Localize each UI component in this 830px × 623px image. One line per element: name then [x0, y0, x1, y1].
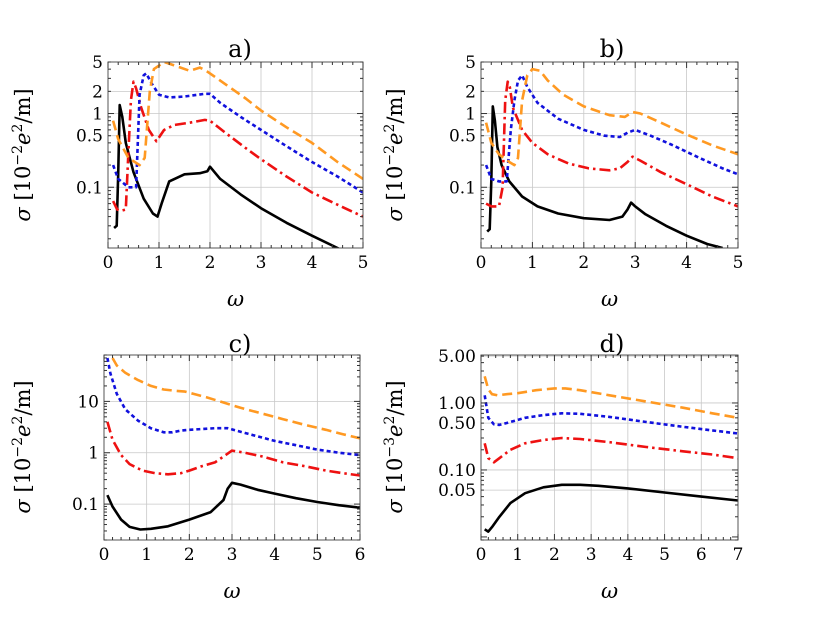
series-dashed-line — [483, 375, 738, 420]
x-tick-label: 2 — [205, 253, 216, 273]
x-tick-label: 7 — [733, 545, 744, 565]
y-tick-label: 0.50 — [438, 414, 476, 434]
x-tick-label: 4 — [622, 545, 633, 565]
x-axis-label: ω — [223, 579, 240, 603]
series-dashed-line — [484, 67, 738, 167]
series-solid-line — [486, 105, 723, 248]
y-axis-label: σ [10−2e2/m] — [10, 380, 35, 513]
x-tick-label: 2 — [184, 545, 195, 565]
y-tick-label: 1 — [88, 444, 99, 464]
series-dashed-line — [111, 62, 363, 180]
x-tick-label: 1 — [154, 253, 165, 273]
x-tick-label: 1 — [512, 545, 523, 565]
plot-frame — [107, 61, 364, 249]
y-tick-label: 10 — [77, 392, 99, 412]
x-axis-label: ω — [227, 287, 244, 311]
y-tick-label: 0.5 — [76, 127, 103, 147]
x-tick-label: 6 — [696, 545, 707, 565]
y-tick-label: 0.05 — [438, 481, 476, 501]
series-solid-line — [106, 481, 360, 531]
y-tick-label: 0.5 — [449, 127, 476, 147]
x-tick-label: 0 — [476, 545, 487, 565]
y-tick-label: 1 — [92, 105, 103, 125]
chart-panel-4: 0 1 2 3 4 5 6 7 0.050.10 0.501.00 5.00 d) ω σ [10−3e2… — [382, 330, 743, 603]
x-axis-label: ω — [601, 287, 618, 311]
x-tick-label: 1 — [527, 253, 538, 273]
panel-title: b) — [600, 35, 625, 63]
x-tick-label: 3 — [256, 253, 267, 273]
y-tick-label: 0.1 — [449, 178, 476, 198]
x-tick-label: 6 — [355, 545, 366, 565]
series-dotted-line — [484, 74, 738, 183]
series-dashdot-line — [106, 421, 360, 477]
y-tick-label: 1.00 — [438, 394, 476, 414]
series-dashdot-line — [111, 80, 363, 218]
series-dotted-line — [483, 395, 738, 435]
x-tick-label: 0 — [99, 545, 110, 565]
y-tick-label: 5 — [92, 53, 103, 73]
panel-title: a) — [228, 35, 252, 63]
plot-frame — [480, 61, 739, 249]
x-tick-label: 2 — [549, 545, 560, 565]
panel-title: d) — [600, 330, 625, 358]
y-tick-label: 5 — [465, 53, 476, 73]
series-dashdot-line — [485, 80, 738, 208]
y-axis-label: σ [10−2e2/m] — [382, 88, 407, 221]
series-solid-line — [113, 103, 341, 248]
y-tick-label: 1 — [465, 105, 476, 125]
y-axis-label: σ [10−2e2/m] — [10, 88, 35, 221]
x-axis-label: ω — [601, 579, 618, 603]
x-tick-label: 3 — [630, 253, 641, 273]
panel-title: c) — [229, 330, 252, 358]
y-tick-label: 0.1 — [72, 495, 99, 515]
series-dotted-line — [111, 72, 363, 194]
y-tick-label: 0.10 — [438, 461, 476, 481]
y-tick-label: 5.00 — [438, 347, 476, 367]
series-dotted-line — [106, 357, 360, 457]
series-solid-line — [484, 483, 738, 533]
y-tick-label: 2 — [465, 82, 476, 102]
x-tick-label: 5 — [733, 253, 744, 273]
x-tick-label: 5 — [659, 545, 670, 565]
x-tick-label: 5 — [312, 545, 323, 565]
x-tick-label: 4 — [307, 253, 318, 273]
y-axis-label: σ [10−3e2/m] — [382, 380, 407, 513]
x-tick-label: 0 — [476, 253, 487, 273]
x-tick-label: 4 — [681, 253, 692, 273]
chart-panel-3: 0 1 2 3 4 5 6 0.1 1 10 c) ω σ [10−2e2/m] — [10, 330, 365, 603]
series-dashed-line — [111, 357, 360, 440]
y-tick-label: 2 — [92, 82, 103, 102]
y-tick-label: 0.1 — [76, 178, 103, 198]
x-tick-label: 2 — [578, 253, 589, 273]
x-tick-label: 0 — [103, 253, 114, 273]
plot-frame — [480, 354, 739, 541]
x-tick-label: 1 — [141, 545, 152, 565]
x-tick-label: 4 — [269, 545, 280, 565]
grid — [480, 355, 739, 540]
x-tick-label: 3 — [586, 545, 597, 565]
x-tick-label: 5 — [358, 253, 369, 273]
x-tick-label: 3 — [227, 545, 238, 565]
series-dashdot-line — [483, 436, 738, 464]
